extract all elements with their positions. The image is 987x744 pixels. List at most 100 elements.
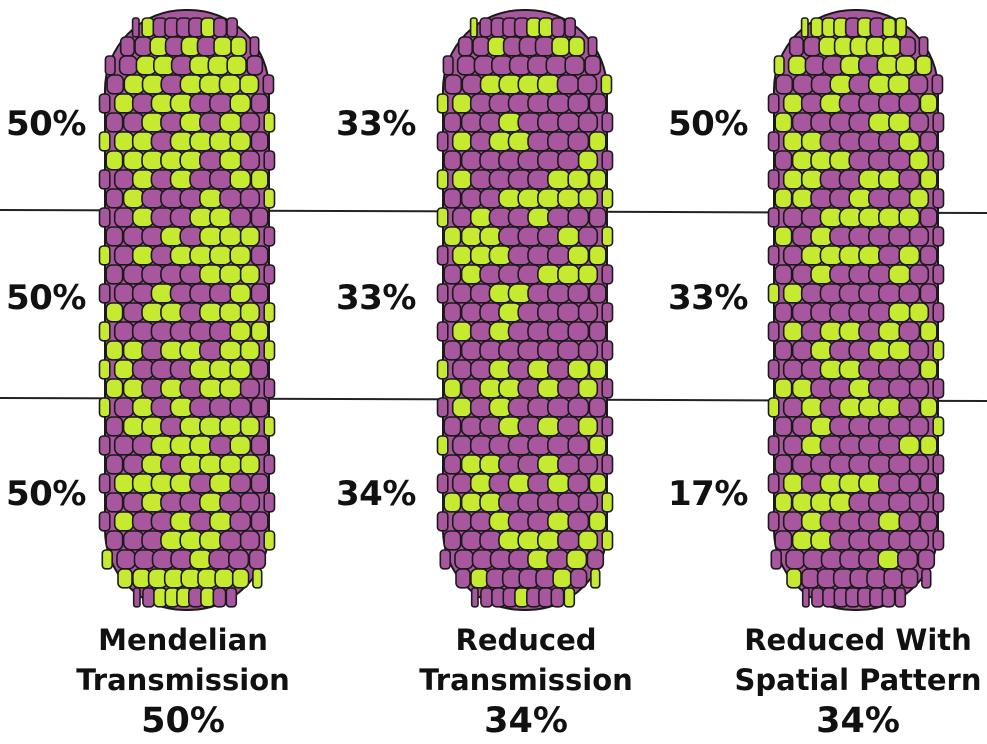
kernel	[908, 150, 930, 171]
kernel	[113, 321, 135, 342]
kernel	[782, 511, 804, 532]
kernel	[888, 454, 912, 475]
kernel	[577, 264, 599, 285]
kernel	[568, 36, 586, 57]
kernel	[250, 473, 269, 494]
kernel	[546, 93, 571, 114]
kernel	[601, 302, 614, 323]
kernel	[557, 302, 581, 323]
kernel	[888, 340, 912, 361]
kernel	[567, 131, 590, 152]
kernel	[209, 511, 233, 532]
kernel	[877, 245, 902, 266]
kernel	[229, 131, 252, 152]
kernel	[774, 378, 793, 399]
kernel	[932, 188, 945, 209]
kernel	[113, 473, 135, 494]
kernel	[263, 226, 276, 247]
kernel	[588, 283, 607, 304]
kernel	[98, 283, 111, 304]
panel2-band1-percent: 33%	[336, 104, 416, 144]
kernel	[882, 36, 902, 57]
kernel	[457, 36, 474, 57]
kernel	[263, 264, 276, 285]
kernel	[460, 188, 483, 209]
kernel	[932, 492, 945, 513]
kernel	[229, 397, 252, 418]
kernel	[131, 17, 140, 38]
kernel	[248, 549, 267, 570]
kernel	[436, 321, 449, 342]
kernel	[567, 511, 590, 532]
kernel	[122, 492, 145, 513]
kernel	[209, 245, 233, 266]
kernel	[587, 36, 598, 57]
kernel	[98, 397, 111, 418]
kernel	[550, 17, 566, 38]
kernel	[546, 549, 570, 570]
kernel	[122, 340, 145, 361]
kernel	[869, 587, 885, 608]
kernel	[577, 150, 599, 171]
panel3-caption: Reduced With Spatial Pattern 34%	[708, 620, 987, 742]
kernel	[577, 74, 598, 95]
kernel	[767, 511, 780, 532]
kernel	[557, 416, 581, 437]
kernel	[791, 188, 814, 209]
kernel	[785, 549, 805, 570]
panel3-caption-line1: Reduced With	[744, 623, 972, 657]
kernel	[250, 321, 269, 342]
kernel	[908, 112, 930, 133]
kernel	[932, 340, 945, 361]
kernel	[105, 188, 124, 209]
kernel	[588, 93, 607, 114]
kernel	[877, 473, 902, 494]
kernel	[546, 131, 571, 152]
kernel	[219, 150, 243, 171]
kernel	[774, 340, 793, 361]
kernel	[546, 473, 571, 494]
kernel	[567, 169, 590, 190]
kernel	[919, 321, 938, 342]
kernel	[567, 93, 590, 114]
kernel	[895, 55, 916, 76]
kernel	[782, 207, 804, 228]
kernel	[460, 530, 483, 551]
kernel	[767, 131, 780, 152]
kernel	[451, 397, 473, 418]
kernel	[219, 530, 243, 551]
kernel	[577, 454, 599, 475]
kernel	[601, 530, 614, 551]
kernel	[577, 416, 599, 437]
kernel	[898, 359, 921, 380]
kernel	[209, 93, 233, 114]
kernel	[451, 169, 473, 190]
kernel	[877, 511, 902, 532]
panel2-band3-percent: 34%	[336, 474, 416, 514]
kernel	[134, 36, 153, 57]
kernel	[908, 492, 930, 513]
kernel	[770, 549, 782, 570]
kernel	[229, 169, 252, 190]
kernel	[436, 283, 449, 304]
kernel	[908, 530, 930, 551]
kernel	[888, 226, 912, 247]
kernel	[567, 321, 590, 342]
kernel	[239, 340, 261, 361]
kernel	[98, 93, 111, 114]
kernel	[898, 435, 921, 456]
kernel	[460, 378, 483, 399]
kernel	[550, 587, 565, 608]
kernel	[454, 549, 474, 570]
kernel	[908, 74, 929, 95]
kernel	[229, 93, 252, 114]
kernel	[908, 302, 930, 323]
kernel	[898, 245, 921, 266]
kernel	[767, 245, 780, 266]
kernel	[451, 131, 473, 152]
kernel	[113, 245, 135, 266]
kernel	[774, 188, 793, 209]
kernel	[451, 321, 473, 342]
kernel	[263, 302, 276, 323]
kernel	[263, 188, 276, 209]
